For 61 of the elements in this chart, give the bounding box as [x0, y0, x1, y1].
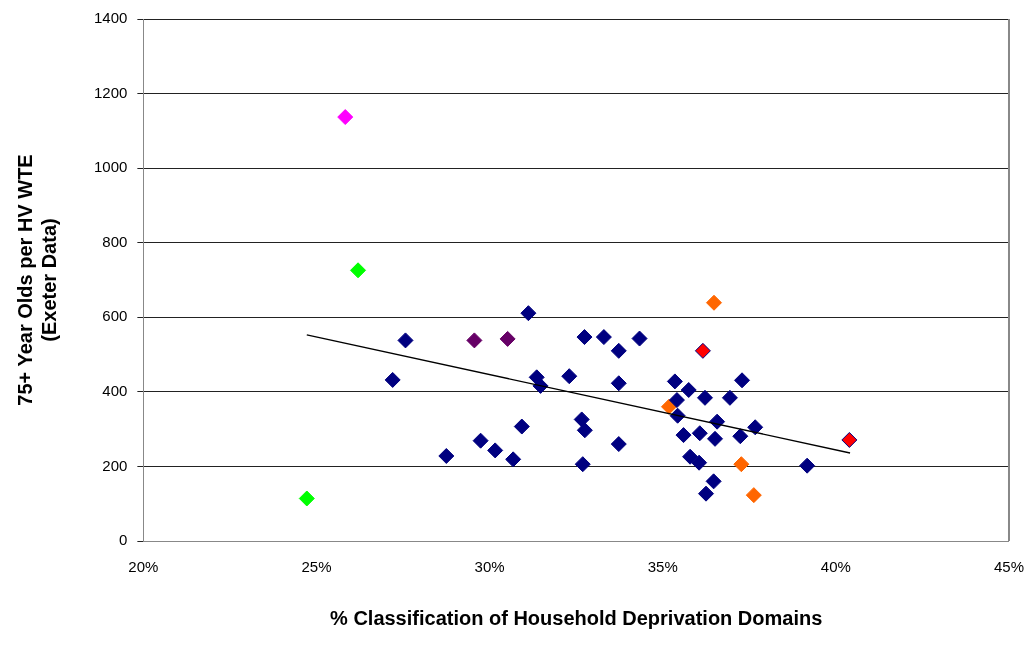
point: [705, 294, 722, 311]
y-axis-title: 75+ Year Olds per HV WTE (Exeter Data): [13, 154, 60, 406]
y-tick-label: 1400: [93, 9, 128, 27]
point: [520, 305, 537, 322]
point: [799, 457, 816, 474]
point: [576, 329, 593, 346]
point: [747, 419, 764, 436]
point: [576, 422, 593, 439]
point: [298, 490, 315, 507]
point: [698, 485, 715, 502]
point: [472, 432, 489, 449]
x-axis-title: % Classification of Household Deprivation Domains: [330, 606, 823, 629]
point: [745, 487, 762, 504]
x-tick-label: 45%: [993, 558, 1024, 576]
point: [680, 381, 697, 398]
point: [574, 456, 591, 473]
point: [666, 373, 683, 390]
y-tick-label: 400: [102, 382, 128, 399]
point: [732, 428, 749, 445]
x-tick-label: 35%: [647, 558, 678, 576]
point: [631, 330, 648, 347]
y-tick-label: 600: [102, 307, 128, 325]
point: [691, 425, 708, 442]
point: [610, 436, 627, 453]
point: [841, 431, 858, 448]
point: [733, 456, 750, 473]
y-tick-label: 1200: [93, 83, 128, 101]
point: [505, 451, 522, 468]
point: [337, 109, 354, 126]
point: [438, 447, 455, 464]
y-tick-label: 800: [102, 232, 128, 250]
y-tick-label: 0: [119, 531, 128, 549]
point: [668, 392, 685, 409]
point: [513, 418, 530, 435]
point: [696, 389, 713, 406]
point: [675, 427, 692, 444]
point: [691, 454, 708, 471]
point: [561, 368, 578, 385]
point: [705, 473, 722, 490]
point: [721, 389, 738, 406]
x-tick-label: 20%: [128, 558, 159, 576]
point: [573, 411, 590, 428]
point: [694, 342, 711, 359]
point: [384, 371, 401, 388]
point: [682, 448, 699, 465]
point: [610, 342, 627, 359]
point: [595, 329, 612, 346]
point: [397, 332, 414, 349]
x-tick-label: 40%: [820, 558, 851, 576]
y-tick-label: 200: [102, 456, 128, 474]
point: [707, 430, 724, 447]
x-tick-label: 25%: [301, 558, 332, 576]
point: [734, 372, 751, 389]
x-tick-label: 30%: [474, 558, 505, 576]
point: [466, 332, 483, 349]
point: [487, 442, 504, 459]
point: [660, 398, 677, 415]
point: [350, 262, 367, 279]
y-tick-label: 1000: [93, 158, 128, 176]
point: [610, 375, 627, 392]
point: [499, 330, 516, 347]
